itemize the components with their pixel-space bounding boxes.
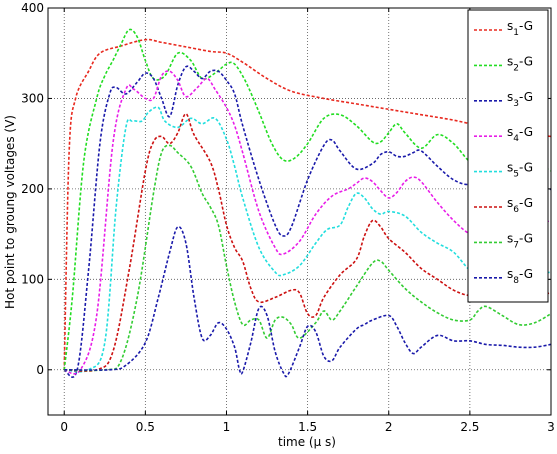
plot-background (48, 8, 551, 415)
x-tick-label: 3 (547, 420, 555, 434)
y-tick-label: 400 (21, 1, 44, 15)
y-tick-label: 300 (21, 91, 44, 105)
series-line-s5-G (64, 106, 551, 373)
legend-label-s5-G: s5-G (507, 161, 533, 180)
x-tick-label: 1 (223, 420, 231, 434)
y-axis-label: Hot point to groung voltages (V) (3, 115, 17, 309)
y-tick-label: 200 (21, 182, 44, 196)
legend-label-s8-G: s8-G (507, 267, 533, 286)
legend-label-s6-G: s6-G (507, 196, 533, 215)
series-line-s7-G (64, 144, 551, 372)
series-line-s4-G (64, 70, 551, 375)
y-tick-label: 0 (36, 363, 44, 377)
series-line-s2-G (63, 28, 551, 370)
series-line-s3-G (63, 65, 551, 378)
series-line-s1-G (63, 38, 551, 370)
plot-frame (47, 7, 552, 416)
x-tick-label: 1.5 (298, 420, 317, 434)
y-axis-ticks: 0 100 200 300 400 (21, 1, 551, 377)
legend-label-s1-G: s1-G (507, 19, 533, 38)
x-tick-label: 0 (60, 420, 68, 434)
legend-label-s3-G: s3-G (507, 90, 533, 109)
y-tick-label: 100 (21, 272, 44, 286)
legend-label-s4-G: s4-G (507, 125, 533, 144)
legend-label-s7-G: s7-G (507, 231, 533, 250)
x-axis-label: time (μ s) (278, 435, 336, 449)
series-line-s6-G (64, 113, 551, 372)
x-tick-label: 0.5 (136, 420, 155, 434)
x-axis-ticks: 0 0.5 1 1.5 2 2.5 3 (60, 8, 555, 434)
series-group (63, 28, 551, 378)
legend-box (467, 9, 549, 303)
x-tick-label: 2.5 (460, 420, 479, 434)
legend: s1-G s2-G s3-G s4-G s5-G s6-G s7-G s8-G (467, 9, 549, 303)
series-line-s8-G (64, 225, 551, 378)
x-tick-label: 2 (385, 420, 393, 434)
legend-label-s2-G: s2-G (507, 54, 533, 73)
